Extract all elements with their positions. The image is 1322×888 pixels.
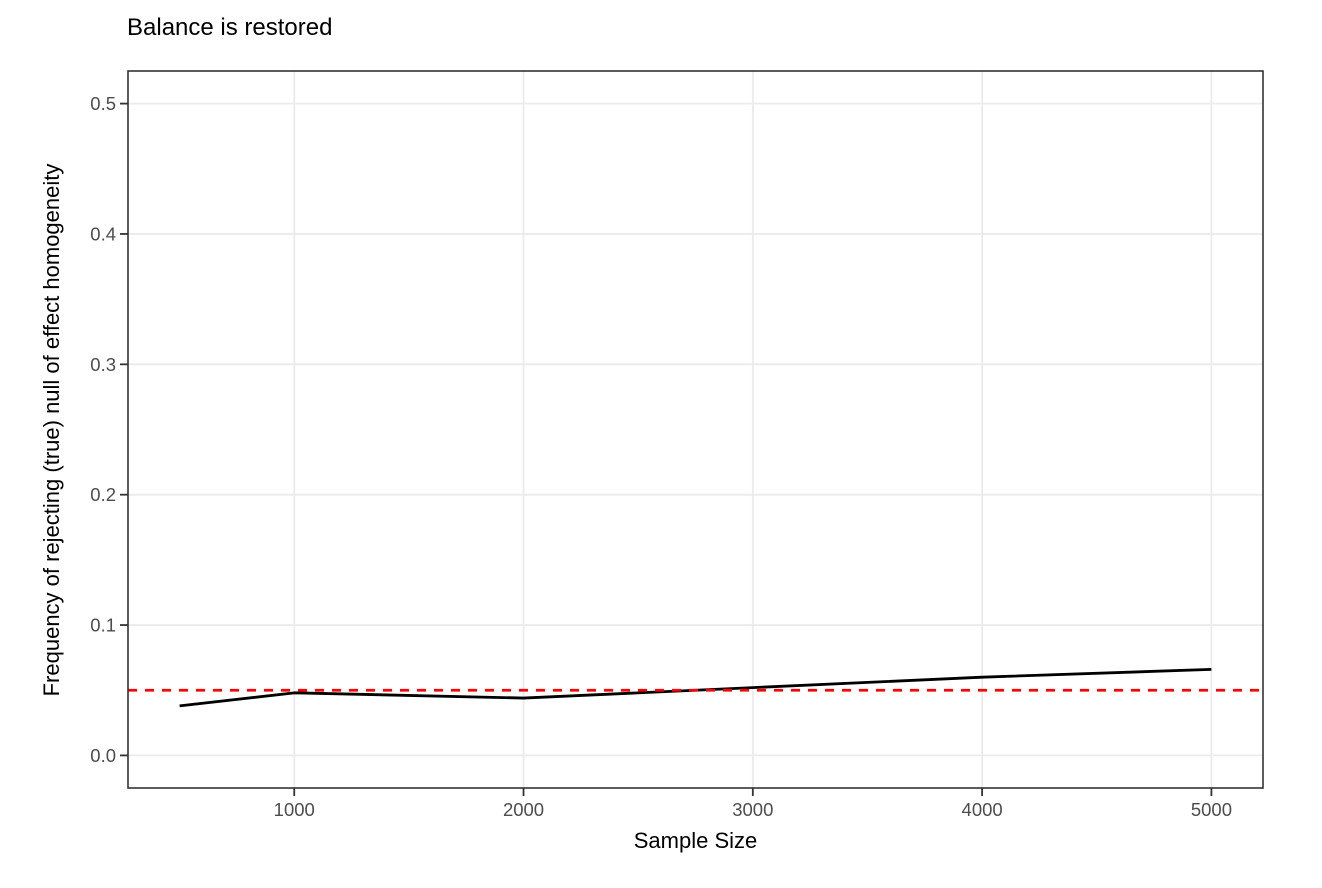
y-tick-label: 0.0 — [90, 745, 116, 766]
y-tick-label: 0.3 — [90, 354, 116, 375]
y-axis-title: Frequency of rejecting (true) null of ef… — [39, 163, 64, 697]
x-axis-title: Sample Size — [633, 828, 758, 853]
x-tick-label: 3000 — [732, 799, 773, 820]
y-tick-label: 0.2 — [90, 484, 116, 505]
y-tick-label: 0.5 — [90, 93, 116, 114]
y-tick-label: 0.1 — [90, 615, 116, 636]
rejection-frequency-line — [179, 667, 1212, 708]
plot-title: Balance is restored — [127, 14, 333, 41]
y-tick-label: 0.4 — [90, 223, 116, 244]
x-tick-label: 2000 — [503, 799, 544, 820]
x-tick-label: 5000 — [1191, 799, 1232, 820]
panel-border — [127, 70, 1264, 789]
x-tick-label: 1000 — [274, 799, 315, 820]
x-tick-label: 4000 — [962, 799, 1003, 820]
